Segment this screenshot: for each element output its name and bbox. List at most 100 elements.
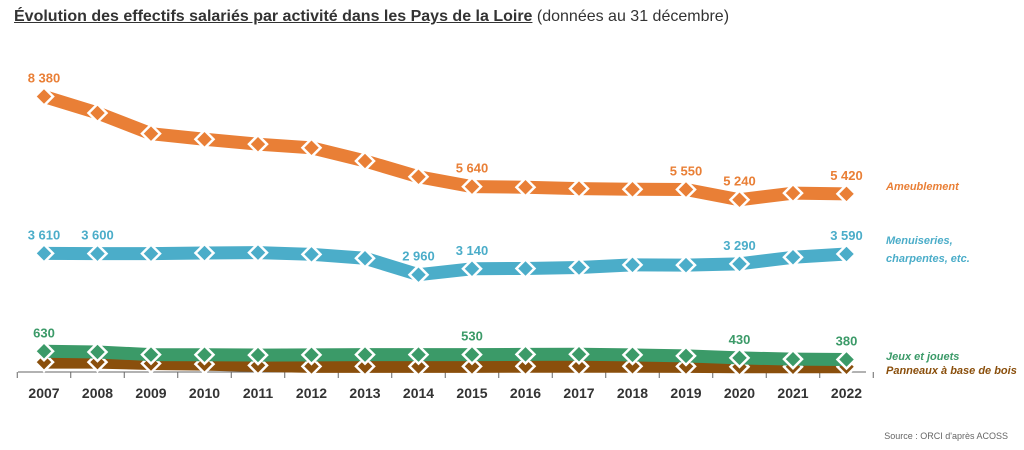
chart-title-sub: (données au 31 décembre): [536, 8, 730, 25]
data-point: [568, 256, 590, 279]
data-label: 8 380: [28, 71, 61, 86]
data-point: [33, 85, 55, 108]
data-point: [621, 178, 644, 200]
data-point: [86, 341, 109, 363]
x-tick-label: 2017: [563, 385, 594, 401]
series-menuiseries-charpentes-etc: 3 610 3 600 2 960 3 140 3 290 3 590: [28, 227, 863, 286]
data-point: [407, 355, 430, 378]
x-tick-label: 2012: [296, 385, 327, 401]
data-point: [300, 243, 323, 266]
data-label: 3 290: [723, 238, 756, 253]
x-tick-label: 2013: [349, 385, 380, 401]
x-tick-label: 2010: [189, 385, 220, 401]
x-tick-label: 2019: [670, 385, 701, 401]
data-point: [835, 243, 858, 265]
data-point: [568, 177, 590, 200]
data-point: [675, 178, 697, 201]
data-point: [675, 345, 697, 367]
series-name-label: Jeux et jouets: [886, 351, 959, 363]
data-label: 5 640: [456, 161, 489, 176]
chart-title-main: Évolution des effectifs salariés par act…: [14, 8, 533, 25]
data-point: [354, 355, 376, 378]
data-point: [33, 340, 55, 363]
data-point: [86, 242, 109, 265]
data-point: [675, 254, 697, 276]
data-point: [621, 355, 644, 378]
data-label: 630: [33, 325, 55, 340]
data-point: [247, 133, 269, 155]
series-line: [42, 90, 847, 207]
series-line: [43, 344, 847, 367]
x-tick-label: 2022: [831, 385, 862, 401]
data-point: [300, 137, 323, 159]
data-point: [407, 343, 430, 366]
series-line: [43, 246, 847, 282]
data-point: [728, 188, 751, 211]
data-label: 5 240: [723, 174, 756, 189]
data-point: [33, 242, 55, 265]
data-label: 3 610: [28, 227, 61, 242]
data-point: [728, 253, 751, 275]
series-ameublement: 8 380 5 640 5 550 5 240 5 420: [28, 71, 863, 211]
x-tick-label: 2016: [510, 385, 541, 401]
data-label: 3 140: [456, 243, 489, 258]
data-label: 530: [461, 329, 483, 344]
data-label: 3 600: [81, 228, 114, 243]
x-tick-label: 2009: [135, 385, 166, 401]
data-point: [86, 102, 109, 124]
data-point: [140, 122, 162, 145]
data-point: [782, 246, 804, 269]
data-label: 5 420: [830, 168, 863, 183]
data-point: [782, 182, 804, 204]
data-label: 2 960: [402, 249, 435, 264]
x-tick-label: 2011: [243, 385, 274, 401]
x-tick-label: 2007: [28, 385, 59, 401]
data-point: [407, 165, 430, 188]
chart-title: Évolution des effectifs salariés par act…: [14, 8, 729, 26]
data-point: [300, 344, 323, 366]
data-point: [461, 175, 483, 198]
data-point: [354, 247, 376, 270]
data-point: [193, 128, 216, 151]
data-point: [461, 343, 483, 366]
data-point: [247, 241, 269, 264]
data-point: [568, 355, 590, 378]
data-point: [407, 263, 430, 286]
data-point: [514, 257, 537, 280]
x-tick-label: 2008: [82, 385, 113, 401]
data-point: [140, 343, 162, 366]
x-tick-label: 2014: [403, 385, 434, 401]
data-point: [514, 355, 537, 378]
data-point: [621, 254, 644, 276]
data-label: 380: [836, 334, 858, 349]
data-point: [461, 355, 483, 378]
data-point: [514, 176, 537, 199]
data-point: [140, 242, 162, 265]
data-point: [193, 343, 216, 366]
data-point: [300, 355, 323, 378]
data-point: [835, 183, 858, 205]
x-tick-label: 2018: [617, 385, 648, 401]
data-point: [247, 344, 269, 366]
x-tick-label: 2020: [724, 385, 755, 401]
data-label: 5 550: [670, 164, 703, 179]
data-point: [514, 343, 537, 366]
series-name-label: Ameublement: [885, 181, 960, 193]
series-jeux-et-jouets: 630 530 430 380: [33, 325, 858, 371]
source-note: Source : ORCI d'après ACOSS: [884, 431, 1008, 441]
data-point: [461, 258, 483, 280]
x-tick-label: 2015: [456, 385, 487, 401]
data-point: [354, 343, 376, 366]
series-name-label: Menuiseries, charpentes, etc.: [886, 235, 970, 265]
data-point: [568, 343, 590, 366]
series-line: [44, 355, 847, 374]
data-point: [835, 348, 858, 371]
x-tick-label: 2021: [777, 385, 808, 401]
data-label: 430: [729, 332, 751, 347]
series-name-label: Panneaux à base de bois: [886, 365, 1017, 377]
data-point: [354, 150, 376, 172]
data-point: [728, 347, 751, 369]
data-point: [193, 242, 216, 264]
data-point: [621, 344, 644, 366]
